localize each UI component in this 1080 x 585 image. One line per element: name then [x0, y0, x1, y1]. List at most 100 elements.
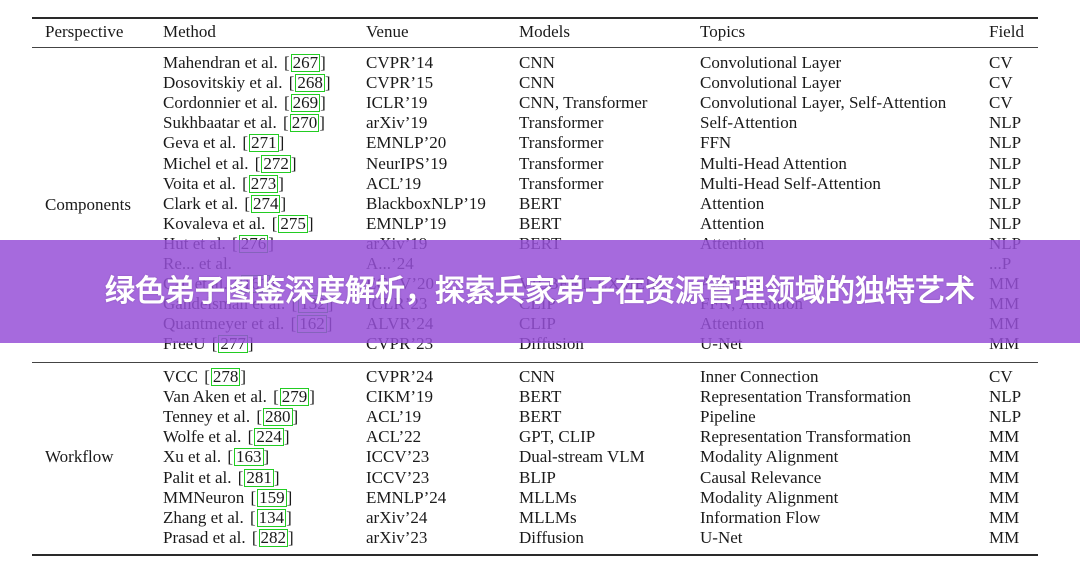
cell-venue: CVPR’15 — [366, 73, 434, 93]
citation-link[interactable]: 272 — [261, 153, 291, 173]
cell-models: CNN — [519, 367, 555, 386]
bracket: [ — [247, 427, 254, 447]
method-name: Tenney et al. — [163, 407, 251, 427]
cell-method: Kovaleva et al. [275] — [163, 214, 314, 234]
citation-link[interactable]: 279 — [279, 387, 310, 407]
cell-method: Dosovitskiy et al. [268] — [163, 73, 331, 93]
citation-link[interactable]: 275 — [278, 213, 308, 233]
citation-link[interactable]: 271 — [249, 133, 279, 153]
cell-method: MMNeuron [159] — [163, 488, 292, 508]
bracket: ] — [319, 113, 325, 133]
citation-link[interactable]: 269 — [290, 93, 321, 113]
bracket: ] — [240, 367, 247, 386]
bracket: [ — [283, 53, 290, 72]
bracket: [ — [204, 367, 210, 386]
cell-field: CV — [989, 367, 1013, 386]
bracket: [ — [227, 447, 233, 467]
citation-link[interactable]: 273 — [248, 173, 279, 193]
citation-link[interactable]: 224 — [254, 427, 284, 447]
method-name: Clark et al. — [163, 193, 239, 213]
cell-venue: CIKM’19 — [366, 387, 434, 407]
cell-method: Prasad et al. [282] — [163, 528, 294, 548]
cell-method: Cordonnier et al. [269] — [163, 93, 326, 113]
cell-venue: EMNLP’20 — [366, 133, 447, 153]
cell-topics: Information Flow — [700, 507, 821, 527]
cell-method: Wolfe et al. [224] — [163, 427, 290, 447]
citation-link[interactable]: 268 — [295, 73, 325, 93]
cell-field: NLP — [989, 213, 1022, 233]
cell-models: MLLMs — [519, 507, 577, 527]
cell-venue: arXiv’23 — [366, 527, 428, 547]
citation-link[interactable]: 163 — [234, 447, 264, 467]
cell-models: Transformer — [519, 113, 604, 133]
citation-link[interactable]: 159 — [257, 487, 287, 507]
cell-topics: Representation Transformation — [700, 387, 912, 407]
cell-field: CV — [989, 53, 1013, 72]
cell-method: Voita et al. [273] — [163, 174, 284, 194]
banner-title: 绿色弟子图鉴深度解析，探索兵家弟子在资源管理领域的独特艺术 — [105, 273, 975, 309]
cell-topics: Multi-Head Attention — [700, 153, 847, 173]
cell-venue: BlackboxNLP’19 — [366, 193, 486, 213]
header-rule — [32, 47, 1038, 48]
cell-field: NLP — [989, 113, 1022, 133]
bracket: ] — [324, 73, 331, 93]
method-name: VCC — [163, 367, 198, 386]
method-name: Michel et al. — [163, 153, 249, 173]
cell-topics: Attention — [700, 193, 765, 213]
cell-method: Zhang et al. [134] — [163, 508, 292, 528]
cell-field: NLP — [989, 407, 1022, 427]
bracket: [ — [251, 527, 258, 547]
cell-venue: ICCV’23 — [366, 467, 430, 487]
bracket: ] — [263, 447, 270, 467]
citation-link[interactable]: 280 — [263, 407, 293, 427]
cell-field: NLP — [989, 173, 1022, 193]
bracket: [ — [242, 133, 249, 153]
method-name: Geva et al. — [163, 133, 237, 153]
bracket: [ — [273, 387, 279, 407]
cell-models: BERT — [519, 213, 562, 233]
cell-models: BERT — [519, 387, 562, 407]
cell-method: Geva et al. [271] — [163, 133, 284, 153]
cell-models: Diffusion — [519, 527, 584, 547]
cell-field: NLP — [989, 153, 1022, 173]
cell-venue: arXiv’19 — [366, 113, 428, 133]
cell-models: BERT — [519, 407, 562, 427]
citation-link[interactable]: 274 — [250, 193, 281, 213]
cell-field: NLP — [989, 133, 1022, 153]
bracket: ] — [307, 213, 314, 233]
bracket: ] — [286, 507, 292, 527]
bracket: [ — [254, 153, 261, 173]
citation-link[interactable]: 281 — [244, 467, 274, 487]
cell-venue: CVPR’24 — [366, 367, 434, 386]
bracket: [ — [250, 487, 257, 507]
cell-topics: Convolutional Layer, Self-Attention — [700, 93, 947, 113]
citation-link[interactable]: 278 — [210, 367, 241, 386]
method-name: Wolfe et al. — [163, 427, 242, 447]
cell-topics: Inner Connection — [700, 367, 819, 386]
cell-models: Transformer — [519, 133, 604, 153]
cell-venue: arXiv’24 — [366, 507, 428, 527]
bracket: [ — [288, 73, 295, 93]
cell-venue: EMNLP’24 — [366, 487, 447, 507]
cell-venue: ICCV’23 — [366, 447, 430, 467]
top-rule — [32, 17, 1038, 19]
cell-field: NLP — [989, 387, 1022, 407]
cell-models: BERT — [519, 193, 562, 213]
bracket: ] — [320, 93, 326, 113]
cell-venue: ACL’19 — [366, 407, 422, 427]
method-name: Palit et al. — [163, 467, 232, 487]
header-models: Models — [519, 22, 570, 41]
citation-link[interactable]: 282 — [258, 527, 289, 547]
bracket: ] — [290, 153, 297, 173]
citation-link[interactable]: 134 — [256, 507, 287, 527]
cell-topics: Modality Alignment — [700, 447, 839, 467]
citation-link[interactable]: 270 — [289, 113, 320, 133]
bracket: ] — [247, 334, 254, 354]
cell-field: CV — [989, 73, 1013, 93]
method-name: MMNeuron — [163, 487, 245, 507]
bracket: [ — [256, 407, 262, 427]
cell-models: CNN — [519, 73, 555, 93]
cell-venue: ACL’19 — [366, 173, 422, 193]
citation-link[interactable]: 267 — [290, 53, 321, 72]
header-perspective: Perspective — [45, 22, 124, 41]
